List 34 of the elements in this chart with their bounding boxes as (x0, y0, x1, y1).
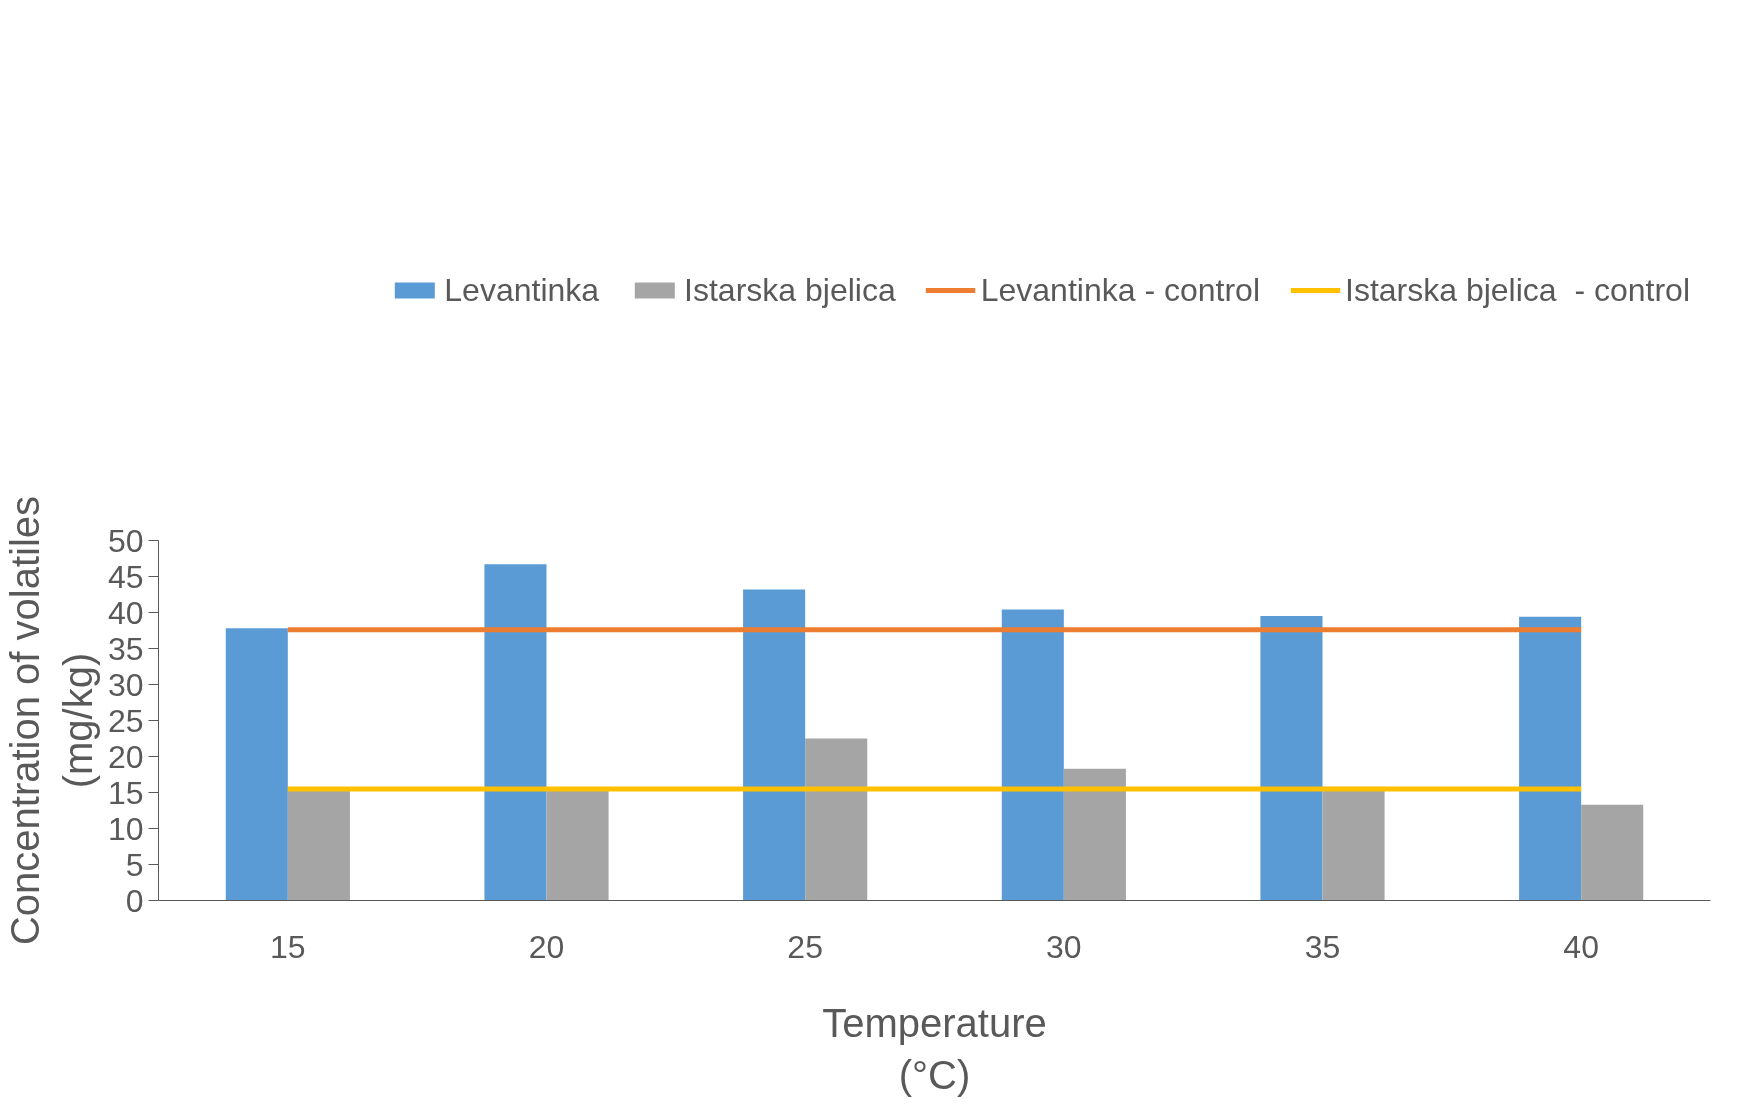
x-axis-title: Temperature (°C) (822, 1000, 1047, 1098)
y-tick-label: 10 (107, 810, 144, 847)
y-tick-label: 50 (107, 522, 144, 559)
y-tick-label: 5 (125, 846, 144, 883)
x-tick-label: 15 (270, 928, 306, 965)
y-tick-label: 25 (107, 702, 144, 739)
legend-label: Levantinka (444, 271, 600, 309)
bar (1001, 609, 1064, 901)
bar (805, 738, 868, 901)
x-tick-label: 35 (1304, 928, 1341, 965)
x-tick-label: 20 (528, 928, 565, 965)
bar (484, 564, 547, 901)
bar (743, 589, 806, 901)
bar (1063, 768, 1126, 901)
legend-label: Istarska bjelica (684, 271, 896, 309)
legend-label: Istarska bjelica - control (1344, 271, 1690, 309)
y-tick-label: 35 (107, 630, 144, 667)
legend-label: Levantinka - control (980, 271, 1260, 309)
bar (287, 788, 350, 901)
bar (1260, 616, 1323, 901)
y-axis-title: Concentration of volatiles (mg/kg) (3, 495, 100, 946)
y-tick-label: 40 (107, 594, 144, 631)
bar (1581, 804, 1644, 901)
x-tick-label: 25 (787, 928, 823, 965)
x-tick-label: 30 (1046, 928, 1082, 965)
bar (1519, 616, 1582, 901)
bar (225, 628, 288, 901)
bar (546, 788, 609, 901)
x-tick-label: 40 (1563, 928, 1599, 965)
y-tick-label: 20 (107, 738, 144, 775)
y-tick-label: 0 (125, 882, 144, 919)
y-tick-label: 15 (107, 774, 144, 811)
y-tick-label: 45 (107, 558, 144, 595)
y-tick-label: 30 (107, 666, 144, 703)
